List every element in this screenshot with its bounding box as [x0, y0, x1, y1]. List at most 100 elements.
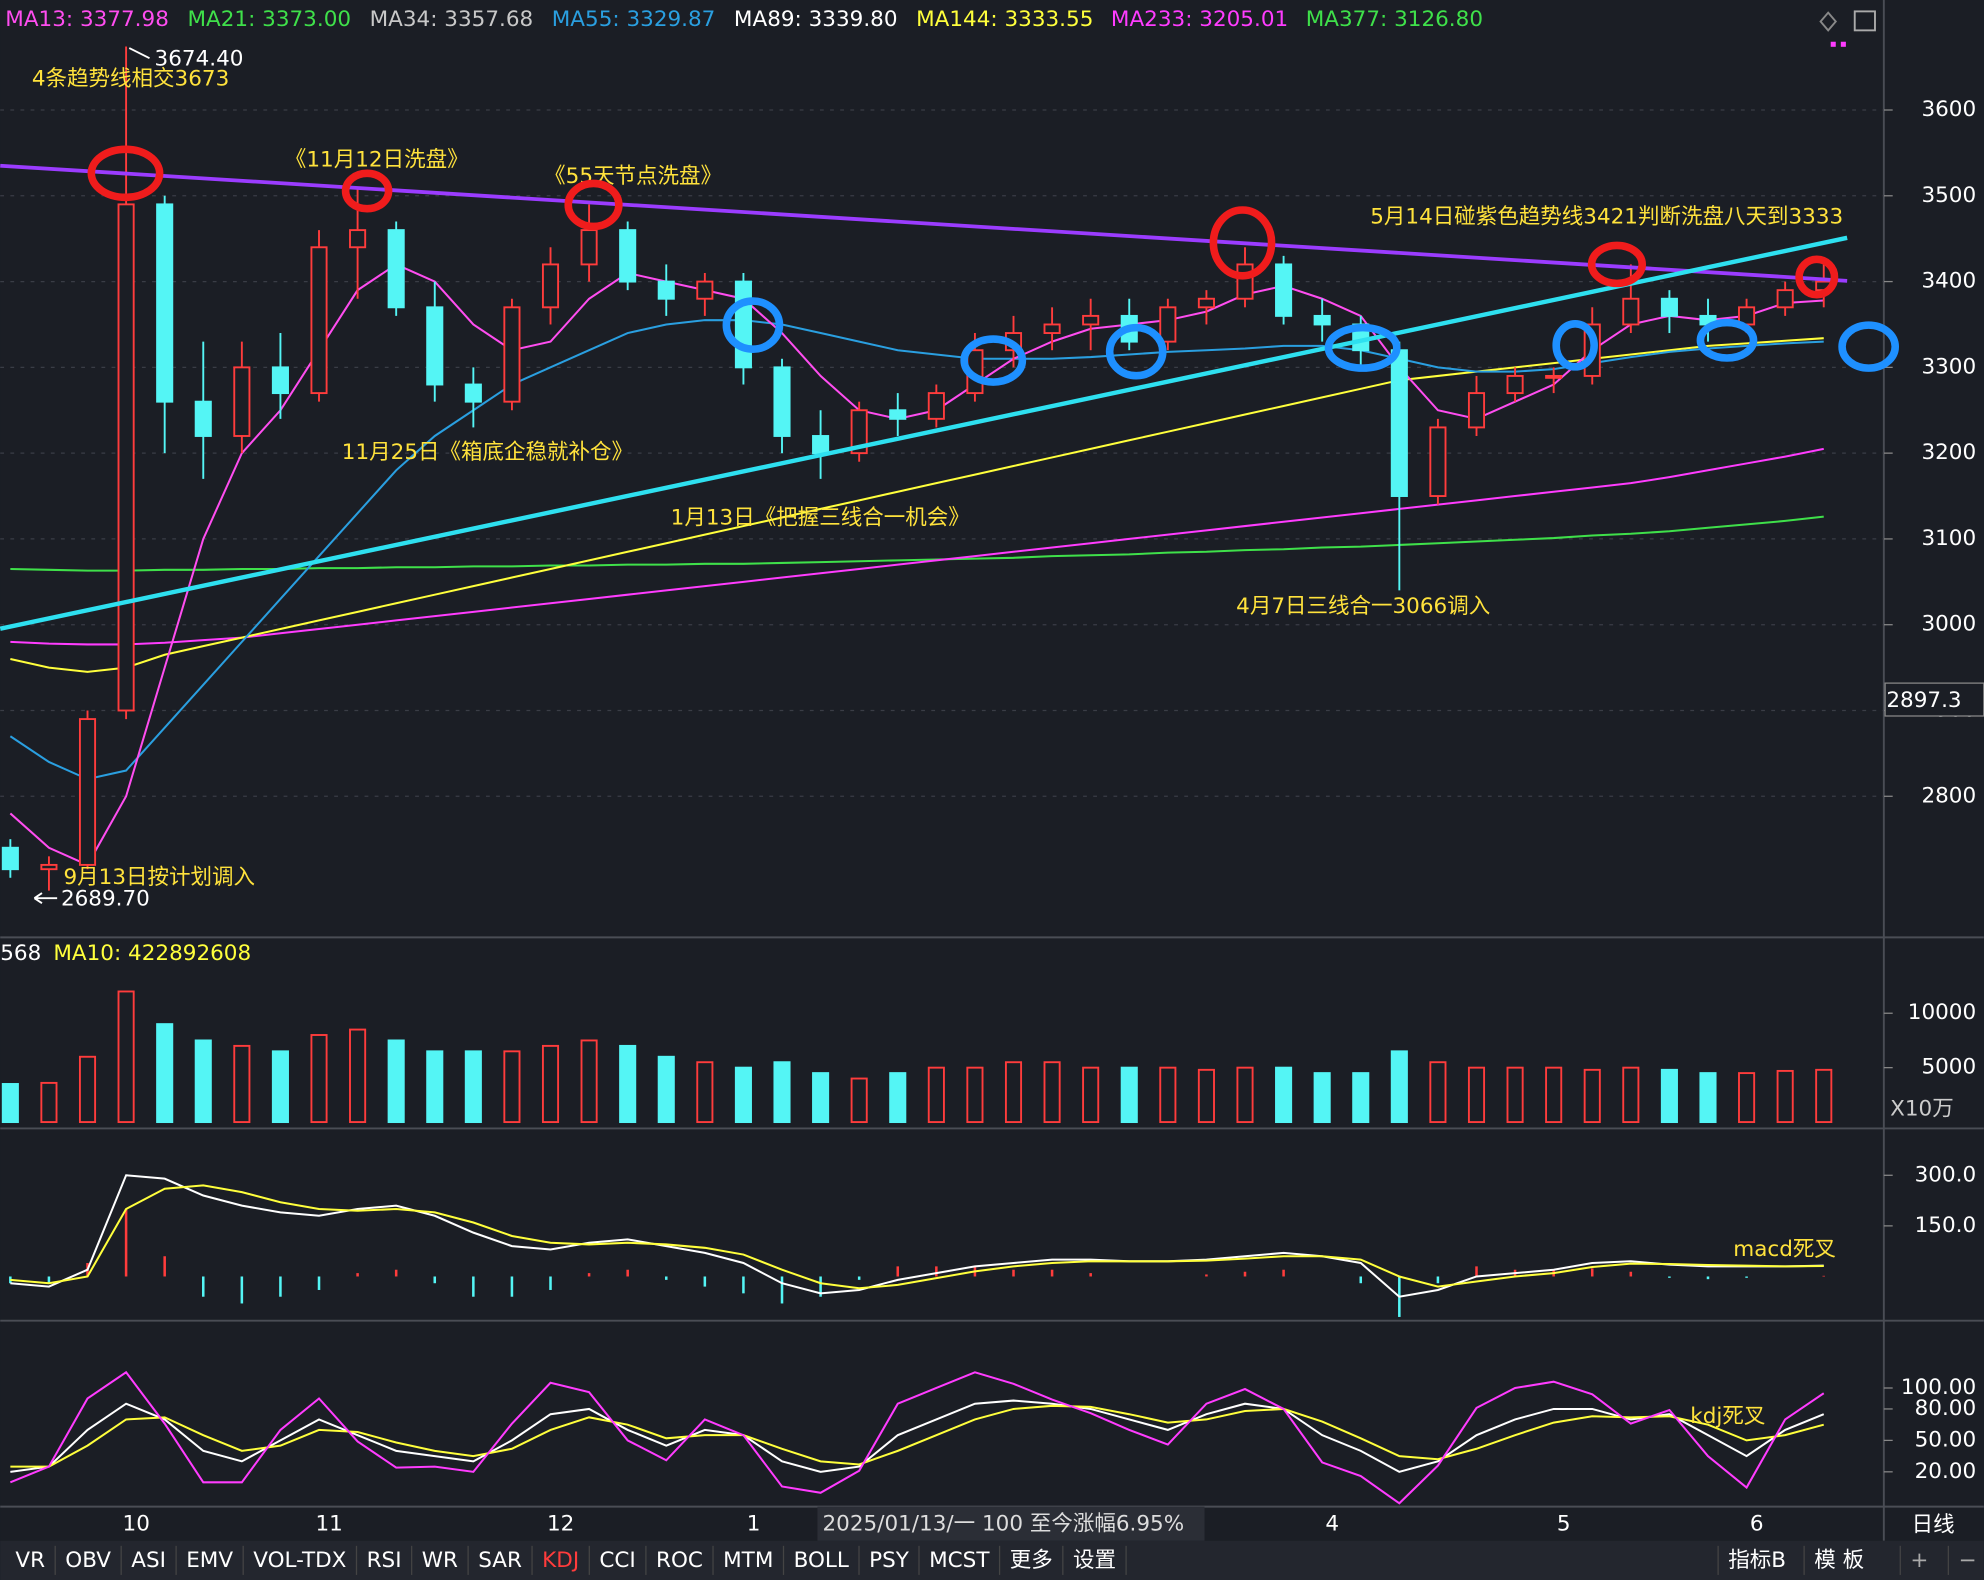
- volume-unit: X10万: [1890, 1096, 1954, 1121]
- x-tick-label: 1: [747, 1511, 761, 1536]
- volume-bar: [426, 1050, 444, 1124]
- volume-bar: [194, 1039, 212, 1124]
- candle-body: [1506, 374, 1524, 395]
- volume-bar: [1738, 1072, 1756, 1124]
- tab[interactable]: PSY: [869, 1548, 910, 1573]
- tab[interactable]: ASI: [131, 1548, 166, 1573]
- y-tick-label: 3600: [1921, 97, 1976, 122]
- candle-body: [117, 203, 135, 712]
- tab[interactable]: 模 板: [1814, 1548, 1864, 1573]
- volume-bar: [1313, 1072, 1331, 1124]
- volume-bar: [696, 1061, 714, 1124]
- tab[interactable]: 指标B: [1728, 1548, 1786, 1573]
- annotation: 9月13日按计划调入: [63, 865, 255, 890]
- blue-circles: [722, 297, 1900, 386]
- circle: [1587, 241, 1647, 288]
- ma-label: MA144: 3333.55: [916, 7, 1093, 32]
- volume-bar: [889, 1072, 907, 1124]
- candle-body: [773, 366, 791, 437]
- y-tick-label: 100.00: [1901, 1375, 1976, 1400]
- icon: [1840, 41, 1846, 47]
- volume-bar: [1622, 1066, 1640, 1124]
- volume-bar: [541, 1044, 560, 1124]
- volume-bar: [1815, 1068, 1833, 1124]
- candle-body: [156, 203, 174, 403]
- tab[interactable]: VOL-TDX: [253, 1548, 346, 1573]
- tab[interactable]: EMV: [186, 1548, 233, 1573]
- tab[interactable]: 更多: [1010, 1548, 1053, 1573]
- tab[interactable]: MCST: [929, 1548, 990, 1573]
- volume-bar: [966, 1066, 984, 1124]
- volume-bar: [927, 1066, 945, 1124]
- annotation: 1月13日《把握三线合一机会》: [671, 506, 970, 531]
- y-tick-label: 50.00: [1915, 1427, 1977, 1452]
- candle-body: [194, 400, 212, 437]
- volume-header: MA10: 422892608: [53, 941, 251, 966]
- ma-label: MA13: 3377.98: [5, 7, 169, 32]
- volume-bar: [1776, 1069, 1794, 1124]
- circle: [1105, 323, 1167, 380]
- candle-body: [349, 229, 367, 249]
- annotation: 11月25日《箱底企稳就补仓》: [342, 440, 633, 465]
- tab[interactable]: SAR: [478, 1548, 522, 1573]
- candle-body: [1776, 289, 1794, 309]
- tab[interactable]: MTM: [723, 1548, 773, 1573]
- volume-bar: [1275, 1066, 1293, 1124]
- ma-label: MA233: 3205.01: [1111, 7, 1288, 32]
- volume-bar: [1545, 1066, 1563, 1124]
- circle: [1795, 255, 1839, 299]
- candle-body: [40, 863, 58, 871]
- x-tick-label: 6: [1750, 1511, 1764, 1536]
- candle-body: [850, 409, 868, 455]
- candle-body: [657, 280, 675, 300]
- tab[interactable]: OBV: [65, 1548, 111, 1573]
- tab[interactable]: −: [1958, 1548, 1976, 1573]
- y-tick-label: 150.0: [1915, 1213, 1977, 1238]
- annotation: kdj死叉: [1690, 1404, 1765, 1429]
- tab[interactable]: +: [1910, 1548, 1928, 1573]
- tab[interactable]: VR: [15, 1548, 45, 1573]
- tab[interactable]: ROC: [656, 1548, 703, 1573]
- volume-bar: [1043, 1061, 1061, 1124]
- high-label: 3674.40: [155, 46, 244, 71]
- line: [10, 447, 1824, 646]
- volume-bar: [271, 1050, 289, 1124]
- circle: [564, 179, 623, 231]
- tab[interactable]: BOLL: [794, 1548, 849, 1573]
- tab[interactable]: CCI: [599, 1548, 635, 1573]
- volume-bar: [734, 1066, 752, 1124]
- tab[interactable]: RSI: [367, 1548, 402, 1573]
- volume-bar: [812, 1072, 830, 1124]
- volume-bar: [1660, 1068, 1678, 1124]
- tab[interactable]: WR: [422, 1548, 458, 1573]
- low-arrow: [33, 892, 58, 905]
- x-tick-label: 11: [315, 1511, 342, 1536]
- candle-body: [1660, 297, 1678, 317]
- candle-body: [927, 392, 945, 420]
- candle-body: [310, 246, 328, 395]
- tab-bar: [0, 1540, 1984, 1580]
- circle: [1324, 323, 1401, 372]
- volume-bar: [78, 1055, 97, 1124]
- annotation: 《55天节点洗盘》: [544, 164, 722, 189]
- volume-bar: [850, 1077, 868, 1124]
- candle-body: [619, 229, 637, 283]
- tab[interactable]: 设置: [1073, 1548, 1116, 1573]
- volume-bar: [156, 1023, 174, 1124]
- circle: [722, 297, 784, 353]
- volume-bar: [1467, 1066, 1486, 1124]
- candle-body: [464, 383, 482, 403]
- y-tick-label: 3200: [1921, 440, 1976, 465]
- volume-bar: [40, 1081, 58, 1124]
- ma-label: MA55: 3329.87: [552, 7, 716, 32]
- period: 日线: [1912, 1513, 1955, 1538]
- candle-body: [696, 280, 714, 300]
- annotation: 4条趋势线相交3673: [32, 67, 229, 92]
- drawings: [0, 47, 1900, 905]
- volume-bar: [580, 1039, 598, 1124]
- tab[interactable]: KDJ: [542, 1548, 579, 1573]
- circle: [1552, 320, 1598, 371]
- circle: [1838, 321, 1900, 372]
